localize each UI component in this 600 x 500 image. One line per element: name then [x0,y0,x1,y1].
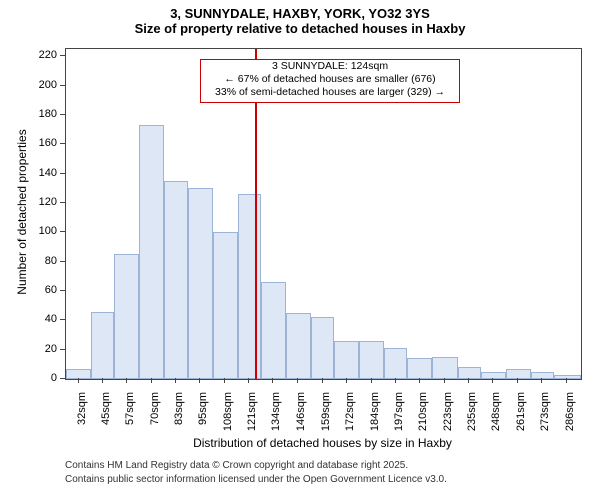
xtick-label: 45sqm [100,392,112,452]
histogram-bar [114,254,139,379]
ytick-label: 200 [31,79,57,91]
xtick-label: 223sqm [442,392,454,452]
xtick-label: 210sqm [417,392,429,452]
xtick-mark [371,378,372,383]
histogram-bar [432,357,457,379]
xtick-mark [566,378,567,383]
ytick-label: 120 [31,196,57,208]
xtick-label: 32sqm [76,392,88,452]
xtick-mark [78,378,79,383]
xtick-label: 108sqm [222,392,234,452]
histogram-bar [91,312,114,379]
ytick-label: 0 [31,372,57,384]
xtick-label: 197sqm [393,392,405,452]
title-line-1: 3, SUNNYDALE, HAXBY, YORK, YO32 3YS [0,6,600,21]
xtick-mark [517,378,518,383]
histogram-bar [286,313,311,379]
xtick-mark [272,378,273,383]
title-line-2: Size of property relative to detached ho… [0,21,600,36]
histogram-bar [359,341,384,379]
xtick-label: 184sqm [369,392,381,452]
xtick-mark [224,378,225,383]
xtick-label: 235sqm [466,392,478,452]
xtick-mark [175,378,176,383]
y-axis-label: Number of detached properties [15,112,29,312]
ytick-mark [60,290,65,291]
xtick-mark [322,378,323,383]
ytick-label: 40 [31,313,57,325]
xtick-mark [248,378,249,383]
xtick-label: 83sqm [173,392,185,452]
xtick-mark [395,378,396,383]
chart-area: 3 SUNNYDALE: 124sqm← 67% of detached hou… [65,48,582,380]
xtick-mark [444,378,445,383]
ytick-mark [60,55,65,56]
chart-root: 3, SUNNYDALE, HAXBY, YORK, YO32 3YS Size… [0,0,600,500]
ytick-mark [60,85,65,86]
xtick-mark [151,378,152,383]
xtick-label: 273sqm [539,392,551,452]
ytick-mark [60,378,65,379]
ytick-mark [60,114,65,115]
xtick-label: 261sqm [515,392,527,452]
histogram-bar [554,375,581,379]
xtick-mark [541,378,542,383]
ytick-label: 80 [31,255,57,267]
ytick-mark [60,202,65,203]
histogram-bar [334,341,359,379]
annotation-line: 3 SUNNYDALE: 124sqm [201,60,459,73]
footnote-line-1: Contains HM Land Registry data © Crown c… [65,460,408,471]
histogram-bar [311,317,334,379]
ytick-mark [60,261,65,262]
histogram-bar [238,194,261,379]
histogram-bar [407,358,432,379]
histogram-bar [139,125,164,379]
ytick-mark [60,319,65,320]
ytick-label: 180 [31,108,57,120]
histogram-bar [213,232,238,379]
xtick-label: 70sqm [149,392,161,452]
xtick-label: 95sqm [197,392,209,452]
xtick-mark [468,378,469,383]
xtick-mark [126,378,127,383]
xtick-label: 159sqm [320,392,332,452]
annotation-line: ← 67% of detached houses are smaller (67… [201,73,459,86]
ytick-label: 20 [31,343,57,355]
xtick-mark [102,378,103,383]
annotation-line: 33% of semi-detached houses are larger (… [201,86,459,99]
footnote-line-2: Contains public sector information licen… [65,474,447,485]
xtick-mark [297,378,298,383]
histogram-bar [164,181,187,379]
xtick-label: 146sqm [295,392,307,452]
ytick-label: 160 [31,137,57,149]
ytick-mark [60,143,65,144]
xtick-label: 286sqm [564,392,576,452]
xtick-label: 57sqm [124,392,136,452]
ytick-label: 140 [31,167,57,179]
ytick-mark [60,173,65,174]
title-block: 3, SUNNYDALE, HAXBY, YORK, YO32 3YS Size… [0,0,600,36]
ytick-mark [60,349,65,350]
xtick-mark [419,378,420,383]
xtick-label: 134sqm [270,392,282,452]
histogram-bar [384,348,407,379]
ytick-mark [60,231,65,232]
histogram-bar [66,369,91,379]
xtick-mark [346,378,347,383]
xtick-mark [199,378,200,383]
xtick-label: 121sqm [246,392,258,452]
xtick-label: 248sqm [490,392,502,452]
xtick-label: 172sqm [344,392,356,452]
histogram-bar [188,188,213,379]
ytick-label: 220 [31,49,57,61]
histogram-bar [261,282,286,379]
annotation-box: 3 SUNNYDALE: 124sqm← 67% of detached hou… [200,59,460,103]
ytick-label: 100 [31,225,57,237]
ytick-label: 60 [31,284,57,296]
xtick-mark [492,378,493,383]
